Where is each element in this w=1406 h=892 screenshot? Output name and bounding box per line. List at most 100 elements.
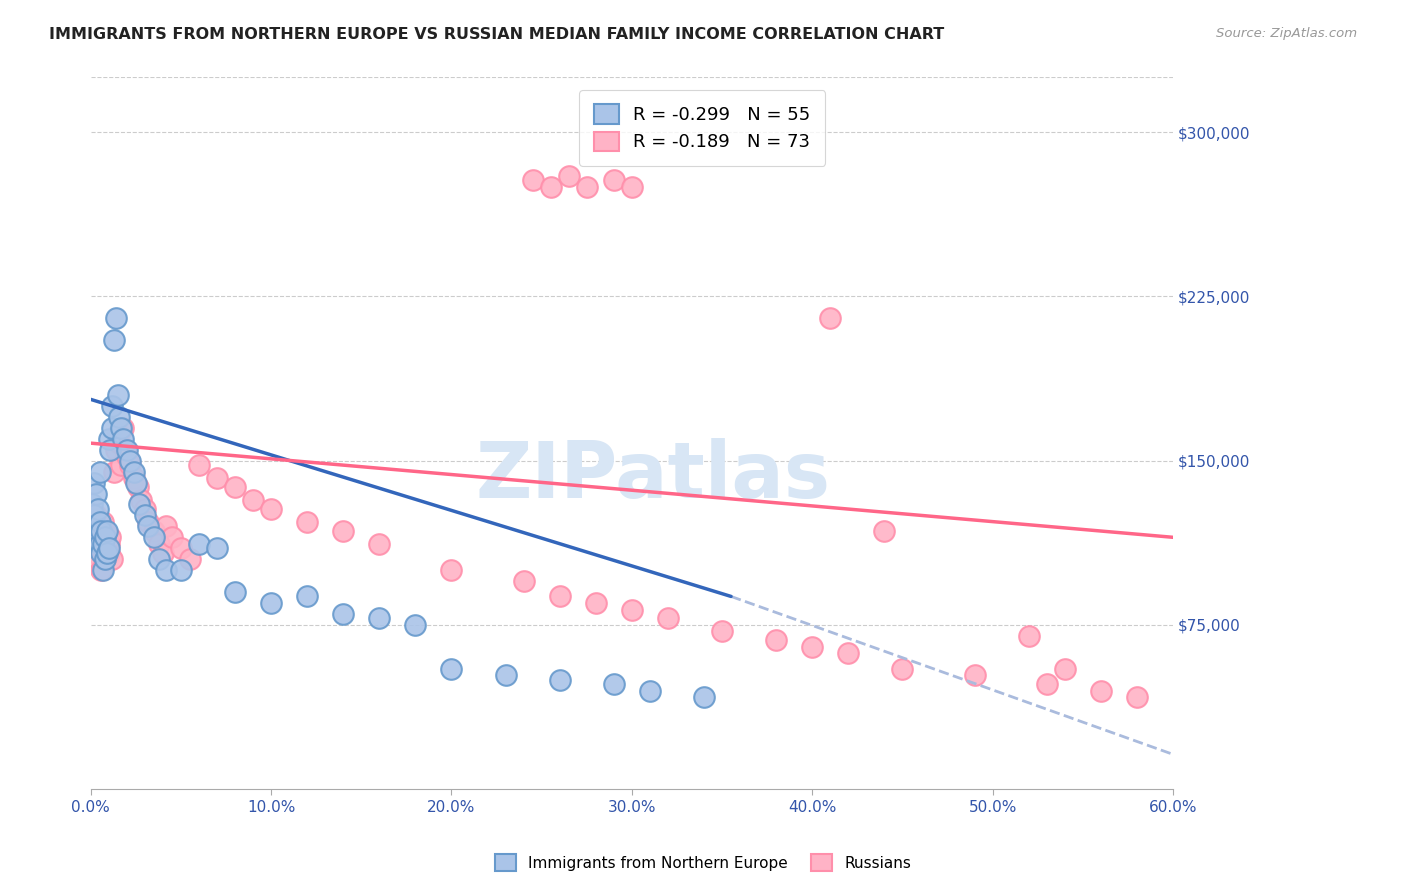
Point — [94, 552, 117, 566]
Point — [87, 524, 110, 538]
Point — [170, 541, 193, 556]
Point — [94, 530, 117, 544]
Point — [148, 537, 170, 551]
Point — [295, 515, 318, 529]
Point — [148, 552, 170, 566]
Point — [512, 574, 534, 588]
Point — [89, 515, 111, 529]
Point — [96, 546, 118, 560]
Point — [87, 524, 110, 538]
Point — [1090, 683, 1112, 698]
Point — [603, 677, 626, 691]
Point — [87, 552, 110, 566]
Point — [110, 421, 132, 435]
Point — [89, 541, 111, 556]
Point — [142, 524, 165, 538]
Point — [84, 519, 107, 533]
Point — [129, 493, 152, 508]
Point — [332, 607, 354, 621]
Point — [801, 640, 824, 654]
Point — [205, 541, 228, 556]
Point — [963, 668, 986, 682]
Point — [187, 537, 209, 551]
Point — [94, 552, 117, 566]
Point — [84, 486, 107, 500]
Point — [83, 475, 105, 490]
Point — [103, 333, 125, 347]
Point — [873, 524, 896, 538]
Point — [134, 501, 156, 516]
Point — [495, 668, 517, 682]
Point — [107, 388, 129, 402]
Legend: Immigrants from Northern Europe, Russians: Immigrants from Northern Europe, Russian… — [488, 848, 918, 877]
Point — [82, 519, 104, 533]
Point — [128, 498, 150, 512]
Point — [90, 530, 112, 544]
Text: IMMIGRANTS FROM NORTHERN EUROPE VS RUSSIAN MEDIAN FAMILY INCOME CORRELATION CHAR: IMMIGRANTS FROM NORTHERN EUROPE VS RUSSI… — [49, 27, 945, 42]
Point — [224, 480, 246, 494]
Point — [100, 530, 122, 544]
Point — [108, 409, 131, 424]
Point — [120, 453, 142, 467]
Point — [103, 465, 125, 479]
Point — [260, 501, 283, 516]
Legend: R = -0.299   N = 55, R = -0.189   N = 73: R = -0.299 N = 55, R = -0.189 N = 73 — [579, 90, 825, 166]
Point — [620, 180, 643, 194]
Point — [91, 563, 114, 577]
Point — [87, 501, 110, 516]
Point — [97, 432, 120, 446]
Point — [107, 427, 129, 442]
Point — [90, 546, 112, 560]
Point — [242, 493, 264, 508]
Point — [260, 596, 283, 610]
Point — [115, 442, 138, 457]
Point — [101, 552, 124, 566]
Point — [134, 508, 156, 523]
Point — [155, 519, 177, 533]
Point — [90, 524, 112, 538]
Point — [84, 530, 107, 544]
Point — [657, 611, 679, 625]
Point — [891, 662, 914, 676]
Point — [440, 662, 463, 676]
Point — [112, 421, 135, 435]
Point — [91, 515, 114, 529]
Point — [115, 450, 138, 464]
Point — [693, 690, 716, 705]
Point — [205, 471, 228, 485]
Point — [603, 173, 626, 187]
Point — [94, 524, 117, 538]
Point — [160, 530, 183, 544]
Point — [101, 399, 124, 413]
Point — [155, 563, 177, 577]
Point — [83, 537, 105, 551]
Point — [112, 432, 135, 446]
Point — [91, 546, 114, 560]
Point — [100, 442, 122, 457]
Point — [90, 563, 112, 577]
Point — [97, 537, 120, 551]
Point — [122, 465, 145, 479]
Point — [765, 633, 787, 648]
Point — [548, 673, 571, 687]
Point — [152, 546, 174, 560]
Point — [575, 180, 598, 194]
Text: ZIPatlas: ZIPatlas — [477, 438, 831, 514]
Point — [440, 563, 463, 577]
Point — [820, 311, 842, 326]
Point — [138, 519, 160, 533]
Point — [837, 646, 859, 660]
Point — [332, 524, 354, 538]
Point — [1035, 677, 1057, 691]
Point — [89, 537, 111, 551]
Point — [522, 173, 544, 187]
Point — [84, 508, 107, 523]
Point — [638, 683, 661, 698]
Text: Source: ZipAtlas.com: Source: ZipAtlas.com — [1216, 27, 1357, 40]
Point — [89, 465, 111, 479]
Point — [97, 546, 120, 560]
Point — [89, 519, 111, 533]
Point — [125, 475, 148, 490]
Point — [368, 537, 391, 551]
Point — [127, 480, 149, 494]
